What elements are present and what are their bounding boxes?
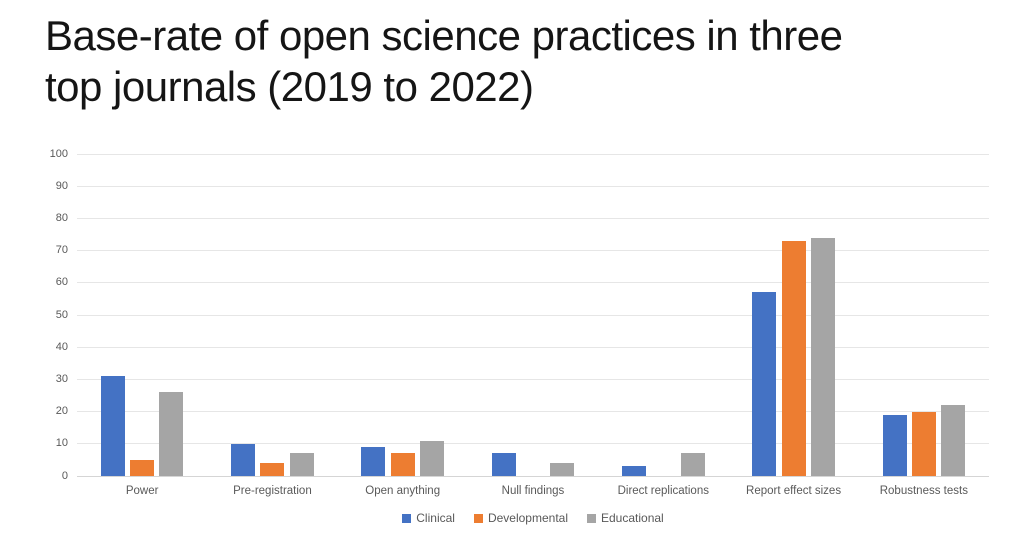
y-tick-label-10: 10 bbox=[55, 437, 68, 450]
y-tick-label-40: 40 bbox=[55, 340, 68, 353]
bar-educational-direct-replications bbox=[680, 453, 705, 476]
bar-clinical-pre-registration bbox=[231, 443, 256, 476]
gridline-10 bbox=[77, 443, 989, 445]
gridline-50 bbox=[77, 314, 989, 316]
y-tick-label-60: 60 bbox=[55, 276, 68, 289]
legend-label-clinical: Clinical bbox=[416, 511, 455, 525]
x-axis-label-null-findings: Null findings bbox=[501, 485, 565, 497]
x-axis-label-direct-replications: Direct replications bbox=[617, 485, 709, 497]
gridline-100 bbox=[77, 153, 989, 155]
y-tick-label-100: 100 bbox=[49, 147, 68, 160]
bar-clinical-robustness-tests bbox=[882, 414, 907, 476]
chart-title-line-1: Base-rate of open science practices in t… bbox=[45, 12, 843, 59]
gridline-0 bbox=[77, 475, 989, 477]
gridline-70 bbox=[77, 250, 989, 252]
gridline-60 bbox=[77, 282, 989, 284]
legend-item-clinical: Clinical bbox=[402, 512, 455, 524]
bar-developmental-report-effect-sizes bbox=[781, 240, 806, 476]
legend-swatch-developmental bbox=[473, 513, 483, 523]
gridline-80 bbox=[77, 217, 989, 219]
bar-educational-power bbox=[159, 392, 184, 476]
x-axis-label-pre-registration: Pre-registration bbox=[233, 485, 312, 497]
bar-clinical-report-effect-sizes bbox=[752, 292, 777, 476]
bar-clinical-null-findings bbox=[491, 453, 516, 476]
bar-clinical-direct-replications bbox=[621, 466, 646, 476]
bar-educational-pre-registration bbox=[289, 453, 314, 476]
chart-title: Base-rate of open science practices in t… bbox=[45, 10, 843, 112]
chart-legend: Clinical Developmental Educational bbox=[77, 512, 989, 524]
bar-developmental-pre-registration bbox=[260, 463, 285, 476]
bar-educational-null-findings bbox=[550, 463, 575, 476]
bar-developmental-power bbox=[130, 459, 155, 476]
y-tick-label-90: 90 bbox=[55, 179, 68, 192]
gridline-30 bbox=[77, 378, 989, 380]
y-tick-label-30: 30 bbox=[55, 372, 68, 385]
bar-developmental-robustness-tests bbox=[911, 411, 936, 476]
y-tick-label-0: 0 bbox=[61, 469, 68, 482]
gridline-40 bbox=[77, 346, 989, 348]
legend-swatch-clinical bbox=[402, 513, 412, 523]
bar-clinical-power bbox=[100, 376, 125, 476]
bar-clinical-open-anything bbox=[361, 447, 386, 476]
bar-developmental-open-anything bbox=[390, 453, 415, 476]
y-tick-label-70: 70 bbox=[55, 244, 68, 257]
bar-educational-report-effect-sizes bbox=[810, 237, 835, 476]
x-axis-label-report-effect-sizes: Report effect sizes bbox=[746, 485, 842, 497]
legend-item-developmental: Developmental bbox=[473, 511, 568, 525]
gridline-20 bbox=[77, 411, 989, 413]
bar-educational-open-anything bbox=[420, 440, 444, 476]
legend-label-developmental: Developmental bbox=[487, 511, 568, 525]
y-tick-label-20: 20 bbox=[55, 405, 68, 418]
x-axis-label-robustness-tests: Robustness tests bbox=[879, 485, 968, 497]
gridline-90 bbox=[77, 185, 989, 187]
legend-item-educational: Educational bbox=[587, 512, 664, 524]
legend-swatch-educational bbox=[587, 513, 596, 523]
x-axis-label-open-anything: Open anything bbox=[365, 485, 441, 497]
y-tick-label-80: 80 bbox=[55, 211, 68, 224]
chart-title-line-2: top journals (2019 to 2022) bbox=[45, 63, 534, 110]
y-tick-label-50: 50 bbox=[55, 308, 68, 321]
bar-educational-robustness-tests bbox=[941, 405, 966, 476]
legend-label-educational: Educational bbox=[601, 511, 664, 525]
x-axis-label-power: Power bbox=[125, 485, 159, 497]
